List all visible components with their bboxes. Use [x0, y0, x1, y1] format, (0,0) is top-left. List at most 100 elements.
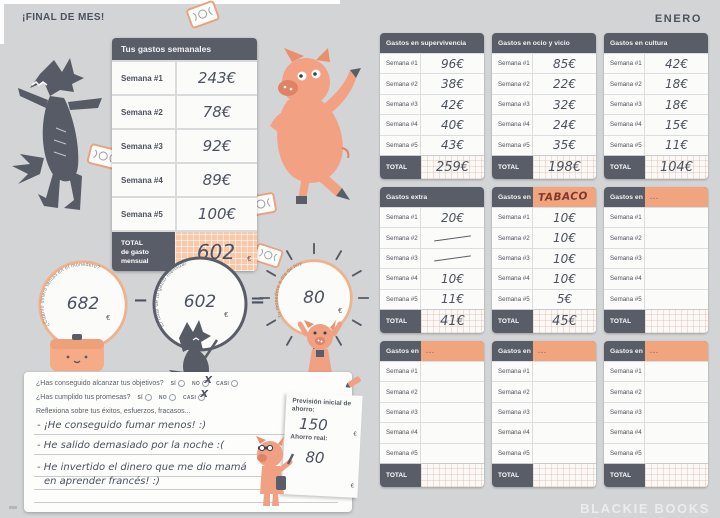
week-value [421, 423, 484, 442]
week-value [645, 423, 708, 442]
weekly-row: Semana #3 92€ [112, 128, 257, 162]
expense-table-3: Gastos en cultura Semana #1 42€ Semana #2 18… [604, 33, 708, 179]
week-value: 10€ [553, 271, 576, 286]
week-label: Semana #2 [380, 228, 421, 248]
expense-table-5: Gastos en TABACO Semana #1 10€ Semana #2 10€ S… [492, 187, 596, 333]
expense-row: Semana #2 [604, 227, 708, 248]
ruled-line [34, 489, 338, 490]
week-value: 10€ [553, 210, 576, 225]
scan-edge-left [0, 0, 4, 44]
ruled-line [34, 434, 338, 435]
currency-symbol: € [106, 315, 110, 322]
week-label: Semana #3 [492, 402, 533, 423]
scan-edge-top [0, 0, 340, 4]
expense-row: Semana #1 20€ [380, 207, 484, 228]
expense-total-row: TOTAL 41€ [380, 309, 484, 333]
expense-row: Semana #3 [604, 247, 708, 269]
forecast-value: 150 [298, 414, 329, 435]
expense-row: Semana #2 [380, 381, 484, 402]
expense-row: Semana #5 [604, 288, 708, 310]
week-value: 11€ [665, 138, 688, 153]
currency-symbol: € [350, 483, 355, 490]
week-value: 20€ [441, 210, 464, 225]
week-label: Semana #2 [604, 74, 645, 94]
week-label: Semana #4 [604, 269, 645, 289]
expense-table-title-prefix: Gastos en [498, 347, 531, 355]
week-label: Semana #4 [604, 423, 645, 443]
total-value: 259€ [421, 156, 484, 179]
week-label: Semana #1 [121, 73, 163, 83]
x-mark: X [200, 389, 209, 400]
week-value: 38€ [441, 77, 464, 92]
page-number-mark [9, 506, 17, 509]
crossed-out-mark [434, 235, 471, 242]
week-label: Semana #5 [380, 443, 421, 464]
crossed-out-mark [434, 255, 471, 262]
expense-table-1: Gastos en supervivencia Semana #1 96€ Seman… [380, 33, 484, 179]
handwritten-category: TABACO [537, 190, 589, 204]
expense-row: Semana #5 43€ [380, 134, 484, 156]
week-label: Semana #1 [380, 54, 421, 74]
expense-table-title: Gastos en cultura [604, 33, 708, 53]
currency-symbol: € [247, 256, 251, 263]
expense-total-row: TOTAL [380, 463, 484, 487]
expense-row: Semana #4 10€ [380, 268, 484, 289]
week-value: 10€ [553, 251, 576, 266]
ruled-line [34, 502, 338, 503]
week-value [645, 208, 708, 227]
week-label: Semana #3 [492, 94, 533, 115]
option-casi: CASI X [216, 380, 239, 387]
week-label: Semana #2 [604, 228, 645, 248]
pig-illustration [270, 48, 361, 204]
total-value [645, 464, 708, 487]
expense-row: Semana #2 10€ [492, 227, 596, 248]
currency-symbol: € [224, 312, 228, 319]
category-blank: ... [645, 187, 708, 207]
total-value: 104€ [645, 156, 708, 179]
week-value: 22€ [553, 77, 576, 92]
weekly-table-title: Tus gastos semanales [112, 38, 257, 60]
radio-circle [198, 394, 206, 401]
expense-row: Semana #5 5€ [492, 288, 596, 310]
week-value [421, 362, 484, 381]
week-label: Semana #4 [380, 115, 421, 135]
expense-row: Semana #1 10€ [492, 207, 596, 228]
option-si: SÍ X [171, 380, 185, 387]
week-label: Semana #3 [380, 94, 421, 115]
expense-row: Semana #4 [380, 422, 484, 443]
week-label: Semana #4 [121, 175, 163, 185]
week-value: 42€ [665, 56, 688, 71]
expense-total-row: TOTAL [604, 463, 708, 487]
publisher-watermark: BLACKIE BOOKS [580, 501, 710, 516]
wallet-today-value: 80 [303, 288, 325, 308]
total-label: TOTAL [604, 310, 645, 333]
week-value [645, 269, 708, 288]
expense-table-title-prefix: Gastos en [610, 193, 643, 201]
expense-row: Semana #3 10€ [492, 247, 596, 269]
currency-symbol: € [353, 431, 357, 438]
expense-row: Semana #2 [604, 381, 708, 402]
week-label: Semana #1 [380, 362, 421, 382]
weekly-row: Semana #2 78€ [112, 94, 257, 128]
week-value: 10€ [441, 271, 464, 286]
monthly-spend-value: 602 [183, 292, 217, 312]
week-label: Semana #1 [604, 362, 645, 382]
expense-table-header: Gastos en... [604, 187, 708, 207]
radio-circle [231, 380, 239, 387]
week-value: 42€ [441, 97, 464, 112]
week-value: 18€ [665, 77, 688, 92]
expense-total-row: TOTAL 45€ [492, 309, 596, 333]
week-value: 100€ [175, 198, 257, 230]
week-value [421, 444, 484, 463]
expense-row: Semana #1 85€ [492, 53, 596, 74]
category-blank: ... [645, 341, 708, 361]
weekly-row: Semana #5 100€ [112, 196, 257, 230]
week-value [645, 249, 708, 268]
week-value [533, 382, 596, 401]
expense-table-title: Gastos en ocio y vicio [492, 33, 596, 53]
week-label: Semana #1 [492, 54, 533, 74]
week-label: Semana #2 [380, 382, 421, 402]
expense-row: Semana #4 40€ [380, 114, 484, 135]
expense-table-7: Gastos en... Semana #1 Semana #2 Semana #3 S… [380, 341, 484, 487]
week-label: Semana #2 [121, 107, 163, 117]
